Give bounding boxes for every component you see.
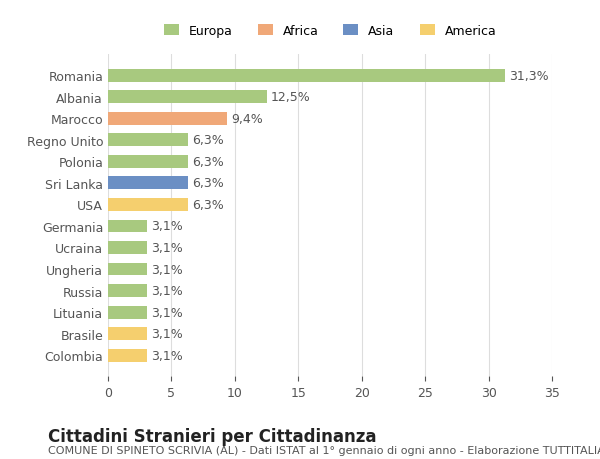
Text: 3,1%: 3,1% [151, 327, 183, 340]
Bar [108, 285, 148, 297]
Text: 31,3%: 31,3% [509, 70, 548, 83]
Bar [108, 91, 266, 104]
Bar [108, 241, 148, 254]
Text: 9,4%: 9,4% [231, 112, 263, 126]
Bar [108, 199, 188, 212]
Bar [108, 349, 148, 362]
Bar [108, 134, 188, 147]
Text: 6,3%: 6,3% [192, 198, 223, 212]
Text: COMUNE DI SPINETO SCRIVIA (AL) - Dati ISTAT al 1° gennaio di ogni anno - Elabora: COMUNE DI SPINETO SCRIVIA (AL) - Dati IS… [48, 445, 600, 455]
Text: 12,5%: 12,5% [271, 91, 310, 104]
Text: 6,3%: 6,3% [192, 156, 223, 168]
Text: 3,1%: 3,1% [151, 285, 183, 297]
Text: 6,3%: 6,3% [192, 134, 223, 147]
Bar [108, 306, 148, 319]
Bar [108, 263, 148, 276]
Text: 3,1%: 3,1% [151, 263, 183, 276]
Bar [108, 327, 148, 340]
Bar [108, 220, 148, 233]
Bar [108, 70, 505, 83]
Text: 3,1%: 3,1% [151, 220, 183, 233]
Text: 3,1%: 3,1% [151, 349, 183, 362]
Bar [108, 156, 188, 168]
Legend: Europa, Africa, Asia, America: Europa, Africa, Asia, America [158, 20, 502, 43]
Text: 6,3%: 6,3% [192, 177, 223, 190]
Text: 3,1%: 3,1% [151, 241, 183, 254]
Text: Cittadini Stranieri per Cittadinanza: Cittadini Stranieri per Cittadinanza [48, 427, 377, 445]
Bar [108, 112, 227, 125]
Text: 3,1%: 3,1% [151, 306, 183, 319]
Bar [108, 177, 188, 190]
